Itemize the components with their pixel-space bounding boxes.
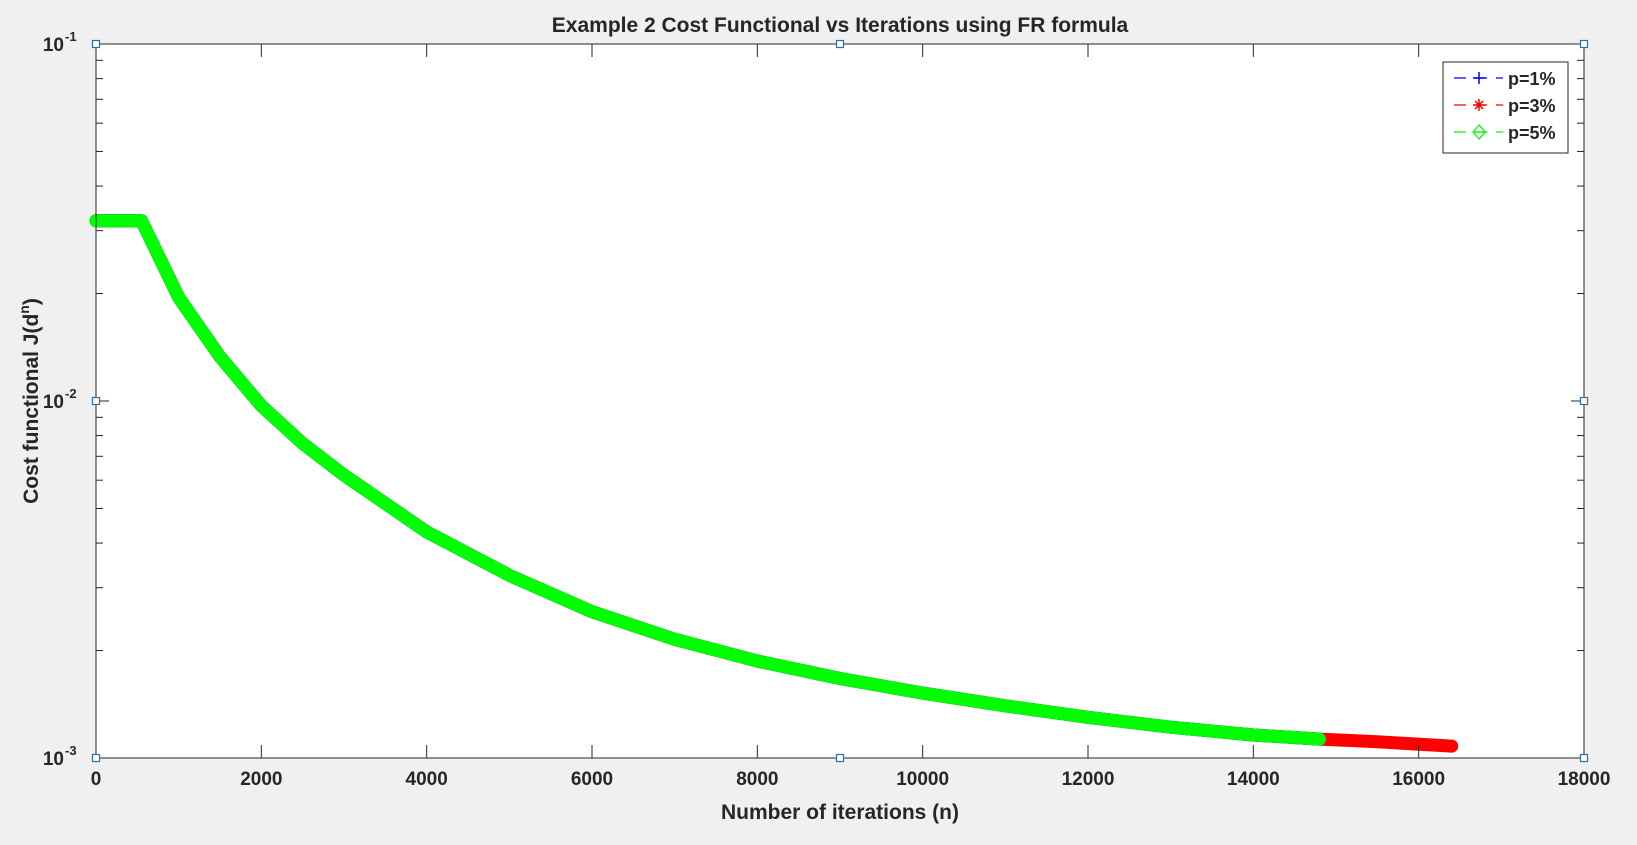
data-point-p-5- [669, 634, 680, 645]
data-point-p-5- [173, 292, 184, 303]
series-layer [89, 214, 1459, 753]
asterisk-marker-icon [1473, 99, 1485, 111]
x-tick-label: 2000 [240, 769, 282, 790]
data-point-p-5- [1248, 730, 1259, 740]
data-point-p-5- [1314, 734, 1325, 745]
y-tick-label: 10 [43, 392, 64, 413]
x-tick-label: 6000 [571, 769, 613, 790]
x-tick-label: 16000 [1392, 769, 1445, 790]
data-point-p-5- [504, 570, 515, 581]
plot-area [96, 44, 1584, 758]
legend-label: p=5% [1508, 123, 1556, 143]
selection-handle[interactable] [91, 39, 101, 49]
y-axis-label-main: Cost functional J(d [20, 314, 43, 504]
x-tick-label: 8000 [736, 769, 778, 790]
selection-handle[interactable] [1579, 39, 1589, 49]
data-point-p-5- [297, 438, 308, 449]
data-point-p-5- [1083, 712, 1093, 723]
selection-handle[interactable] [1579, 753, 1589, 763]
selection-handle[interactable] [835, 753, 845, 763]
y-tick-exponent: -1 [65, 29, 77, 44]
y-tick-exponent: -3 [65, 743, 77, 758]
selection-handle[interactable] [91, 396, 101, 406]
x-tick-label: 10000 [896, 769, 949, 790]
legend-label: p=3% [1508, 96, 1556, 116]
x-tick-label: 14000 [1227, 769, 1280, 790]
legend-box [1442, 61, 1569, 154]
data-point-p-5- [587, 606, 597, 617]
legend-label: p=1% [1508, 69, 1556, 89]
data-point-p-5- [1165, 722, 1176, 733]
data-point-p-5- [215, 351, 225, 362]
data-point-p-3- [1372, 736, 1383, 747]
y-tick-exponent: -2 [65, 386, 77, 401]
x-tick-label: 12000 [1062, 769, 1115, 790]
data-point-p-5- [421, 526, 432, 537]
y-tick-label: 10 [43, 35, 64, 56]
x-tick-label: 0 [91, 769, 102, 790]
data-point-p-3- [1446, 741, 1457, 752]
data-point-p-5- [339, 470, 349, 481]
chart-title: Example 2 Cost Functional vs Iterations … [552, 14, 1129, 37]
data-point-p-5- [256, 400, 267, 411]
y-axis-label: Cost functional J(dn) [16, 298, 43, 504]
selection-handle[interactable] [1579, 396, 1589, 406]
plus-marker-icon [1473, 72, 1485, 84]
data-point-p-5- [136, 215, 147, 226]
y-axis-label-close: ) [20, 298, 43, 305]
data-point-p-5- [1000, 700, 1011, 711]
selection-handles [91, 39, 1589, 763]
data-point-p-5- [835, 673, 845, 684]
x-axis-label: Number of iterations (n) [721, 801, 959, 824]
selection-handle[interactable] [91, 753, 101, 763]
legend: p=1% p=3% p=5% [1442, 61, 1569, 154]
data-point-p-5- [752, 656, 763, 666]
x-tick-label: 4000 [406, 769, 448, 790]
y-axis-label-superscript: n [16, 305, 32, 314]
x-tick-label: 18000 [1558, 769, 1611, 790]
diamond-marker-icon [1472, 124, 1486, 140]
y-tick-label: 10 [43, 749, 64, 770]
selection-handle[interactable] [835, 39, 845, 49]
data-point-p-5- [917, 688, 928, 699]
